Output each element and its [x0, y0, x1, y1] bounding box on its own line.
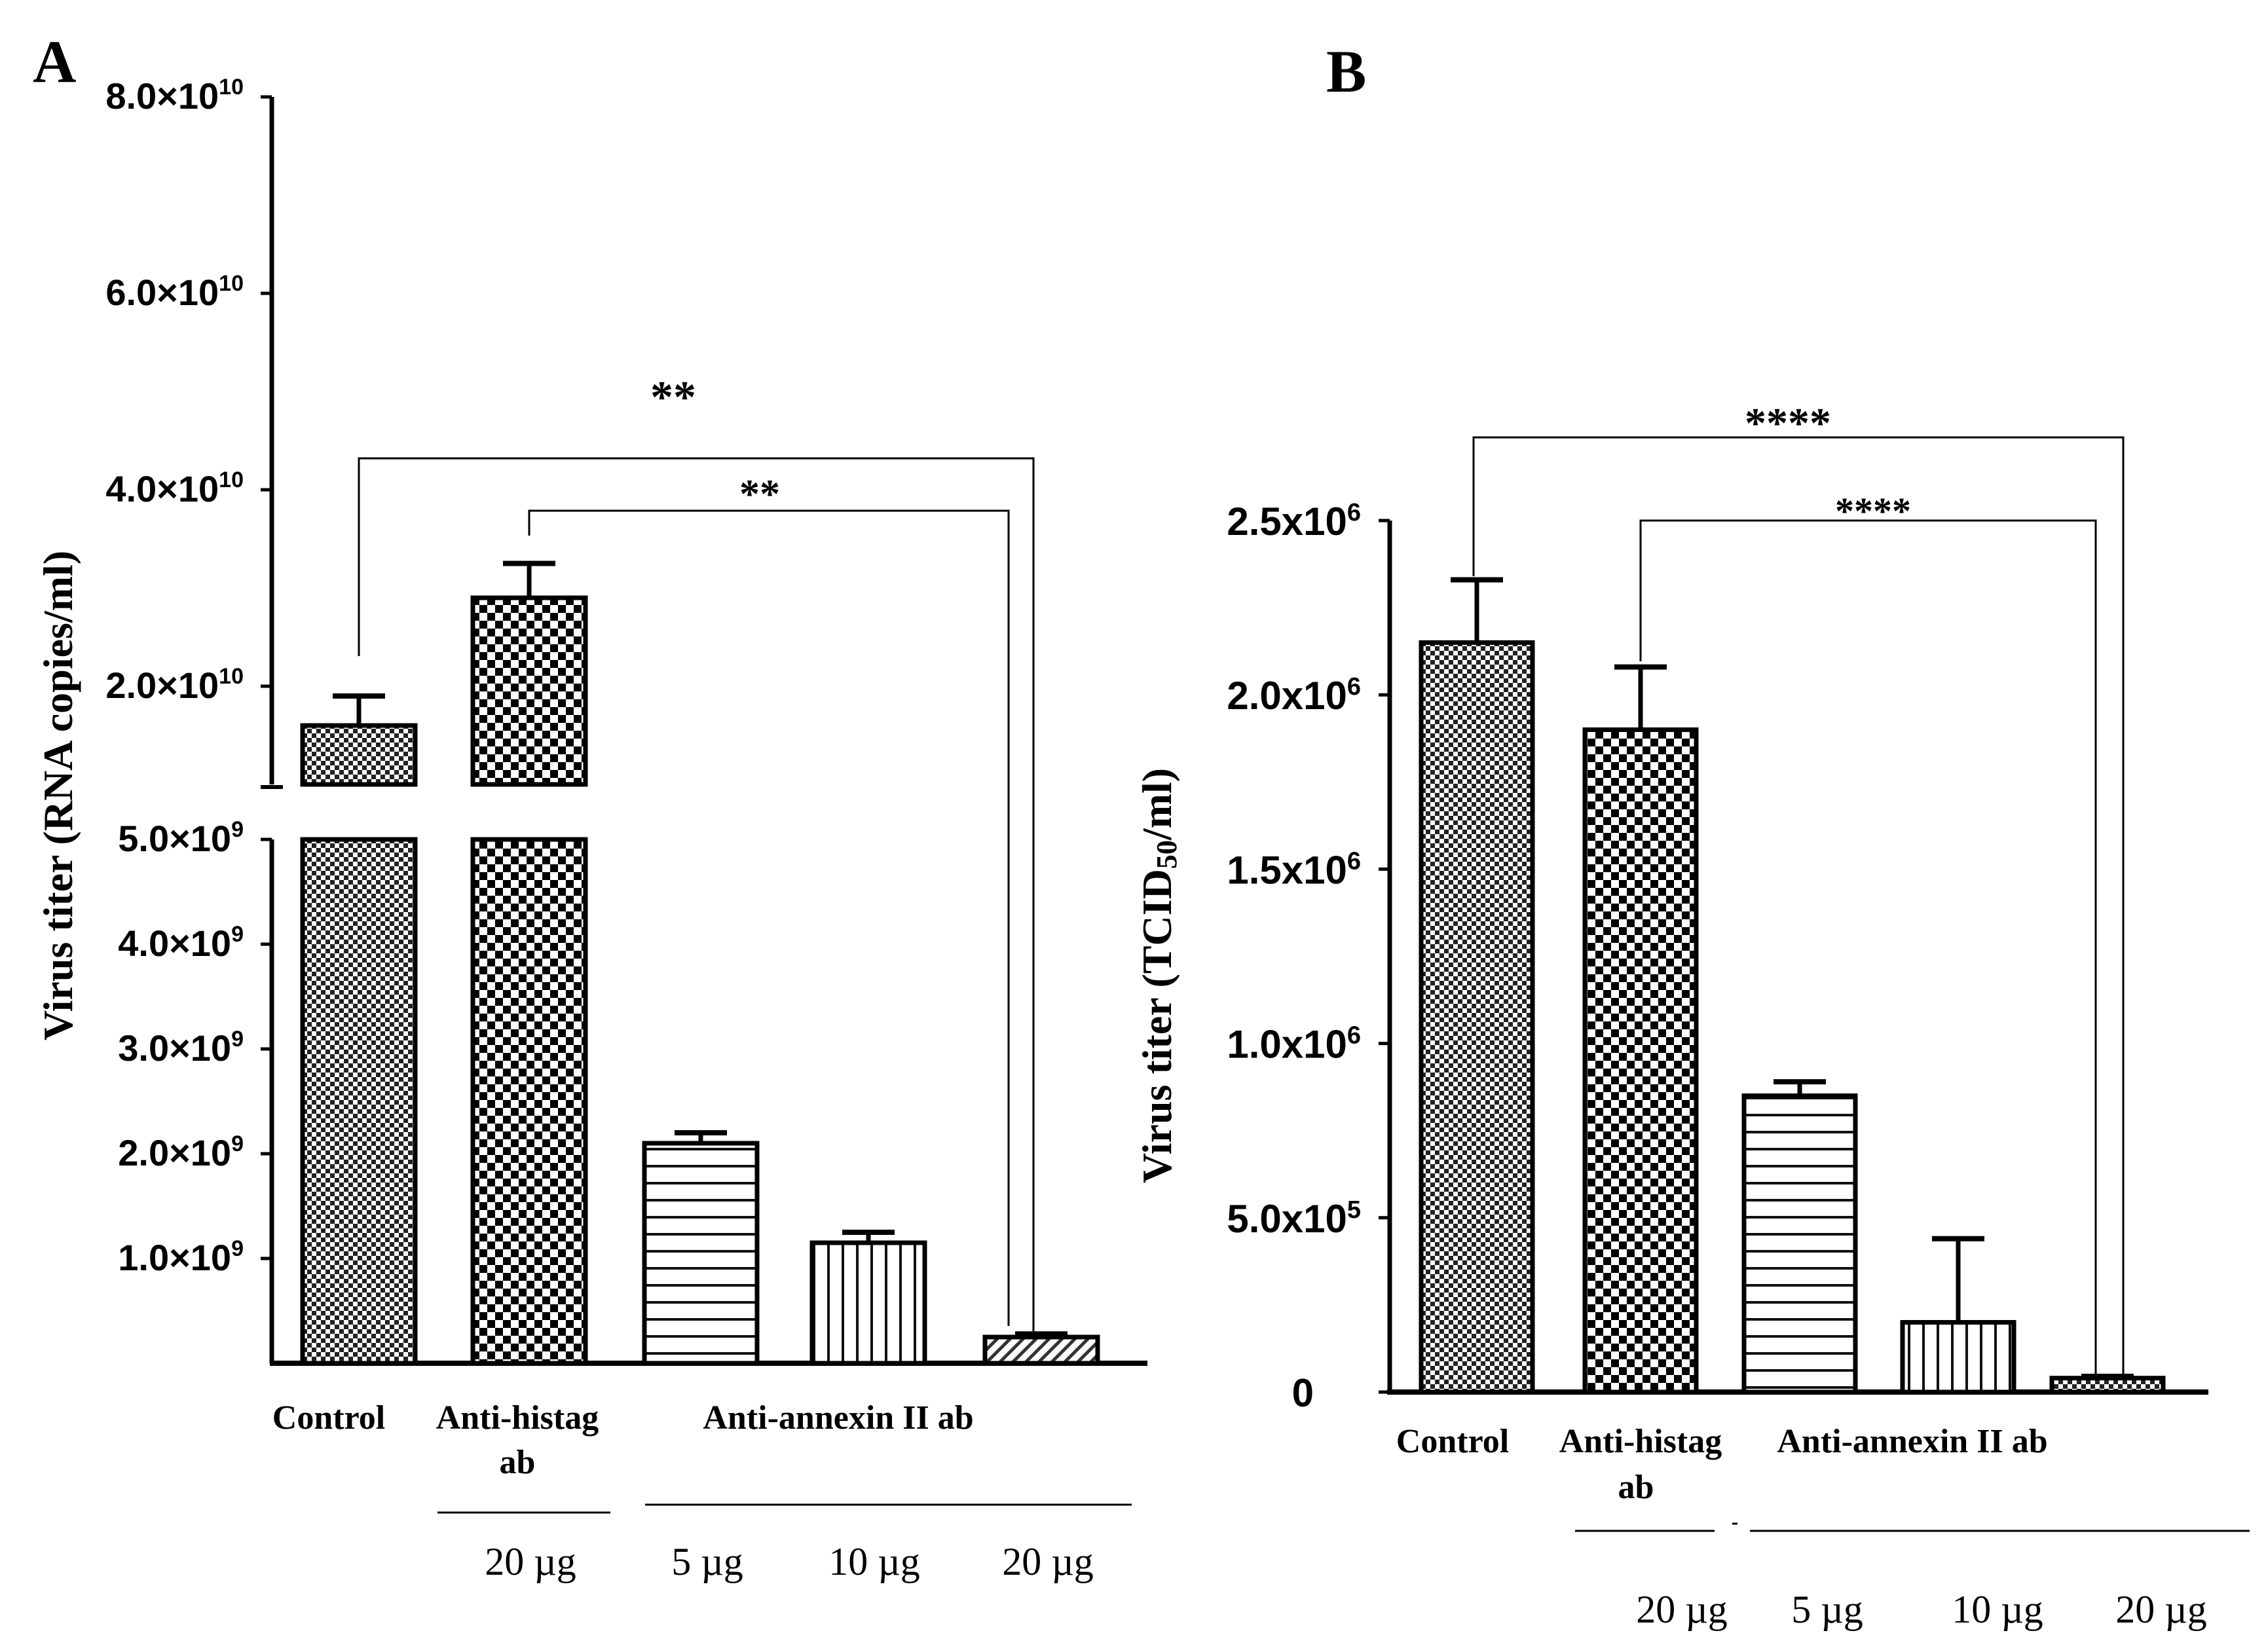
significance-label: **: [650, 373, 696, 423]
y-axis-label: Virus titer (RNA copies/ml): [35, 551, 81, 1040]
significance-0: **: [358, 373, 1035, 1339]
y-tick-label: 5.0x105: [1227, 1196, 1361, 1241]
y-tick-label: 4.0×1010: [105, 468, 244, 509]
bar-group-1: [470, 560, 588, 1366]
bar-0: [300, 837, 418, 1366]
category-label-anti-annexin: Anti-annexin II ab: [1777, 1423, 2047, 1460]
bar-group-3: [809, 1230, 927, 1366]
bar-2: [1741, 1093, 1858, 1395]
y-ticks: 0 5.0x105 1.0x106 1.5x106 2.0x106 2.5x106: [1227, 499, 1390, 1415]
y-tick-label: 5.0×109: [118, 817, 244, 859]
significance-1: ****: [1639, 490, 2097, 1378]
panel-label-a: A: [33, 28, 76, 95]
y-tick-label: 1.0×109: [118, 1236, 244, 1278]
dose-label: 20 µg: [485, 1540, 576, 1583]
y-tick-label: 2.5x106: [1227, 499, 1361, 543]
significance-bracket: [358, 457, 1035, 1339]
bars: [1419, 577, 2166, 1395]
significance-bracket: [1472, 436, 2125, 1375]
dose-label: 10 µg: [828, 1540, 920, 1583]
significance-label: **: [739, 472, 780, 517]
bar-1: [470, 595, 588, 787]
bar-3: [809, 1240, 927, 1366]
dose-label: 5 µg: [1791, 1588, 1863, 1631]
significance-brackets: ** **: [358, 373, 1035, 1339]
bar-group-4: [982, 1331, 1100, 1366]
significance-brackets: **** ****: [1472, 399, 2125, 1378]
panel-label-b: B: [1326, 38, 1366, 105]
bar-1: [470, 837, 588, 1366]
significance-bracket: [1639, 519, 2097, 1378]
y-tick-label: 1.5x106: [1227, 847, 1361, 892]
bar-group-4: [2049, 1374, 2166, 1395]
y-tick-label: 1.0x106: [1227, 1022, 1361, 1067]
dose-label: 20 µg: [1636, 1588, 1728, 1631]
bar-group-0: [1419, 577, 1535, 1395]
category-label-ab: ab: [500, 1444, 536, 1481]
category-label-anti-annexin: Anti-annexin II ab: [703, 1399, 973, 1437]
panel-b: B Virus titer (TCID50/ml) 0 5.0x105 1.0x10…: [1134, 38, 2250, 1631]
y-tick-label: 0: [1292, 1371, 1314, 1415]
category-label-anti-histag: Anti-histag: [1559, 1423, 1722, 1460]
y-tick-label: 4.0×109: [118, 922, 244, 964]
category-label-ab: ab: [1618, 1469, 1654, 1506]
bar-group-2: [1741, 1079, 1858, 1395]
panel-a: A Virus titer (RNA copies/ml) 1.0×109 2.0…: [33, 28, 1147, 1583]
significance-1: **: [528, 472, 1010, 1326]
category-label-control: Control: [272, 1399, 385, 1437]
bar-0: [1419, 640, 1535, 1395]
y-tick-label: 2.0x106: [1227, 673, 1361, 718]
y-tick-label: 2.0×109: [118, 1131, 244, 1173]
dose-label: 10 µg: [1952, 1588, 2043, 1631]
category-label-control: Control: [1396, 1423, 1509, 1460]
dose-label: 5 µg: [671, 1540, 743, 1583]
y-axis-label: Virus titer (TCID50/ml): [1134, 768, 1183, 1183]
bar-1: [1582, 727, 1699, 1395]
y-tick-label: 8.0×1010: [105, 75, 244, 117]
bar-2: [642, 1141, 760, 1366]
dose-labels: 20 µg 5 µg 10 µg 20 µg: [1636, 1588, 2207, 1631]
bar-group-2: [642, 1130, 760, 1366]
category-label-anti-histag: Anti-histag: [436, 1399, 599, 1437]
bar-group-3: [1900, 1236, 2016, 1395]
y-tick-label: 2.0×1010: [105, 664, 244, 706]
dose-labels: 20 µg 5 µg 10 µg 20 µg: [485, 1540, 1094, 1583]
y-tick-label: 6.0×1010: [105, 271, 244, 313]
y-tick-label: 3.0×109: [118, 1027, 244, 1069]
significance-bracket: [528, 509, 1010, 1326]
bars: [300, 560, 1100, 1366]
dose-label: 20 µg: [1002, 1540, 1094, 1583]
significance-label: ****: [1835, 490, 1911, 532]
dose-label: 20 µg: [2115, 1588, 2207, 1631]
bar-4: [2049, 1376, 2166, 1395]
bar-group-0: [300, 693, 418, 1366]
bar-4: [982, 1334, 1100, 1366]
bar-0: [300, 723, 418, 787]
bar-group-1: [1582, 664, 1699, 1395]
significance-label: ****: [1745, 399, 1831, 447]
significance-0: ****: [1472, 399, 2125, 1375]
y-ticks: 1.0×109 2.0×109 3.0×109 4.0×109 5.0×109 2.0×1…: [105, 75, 272, 1278]
bar-3: [1900, 1320, 2016, 1395]
